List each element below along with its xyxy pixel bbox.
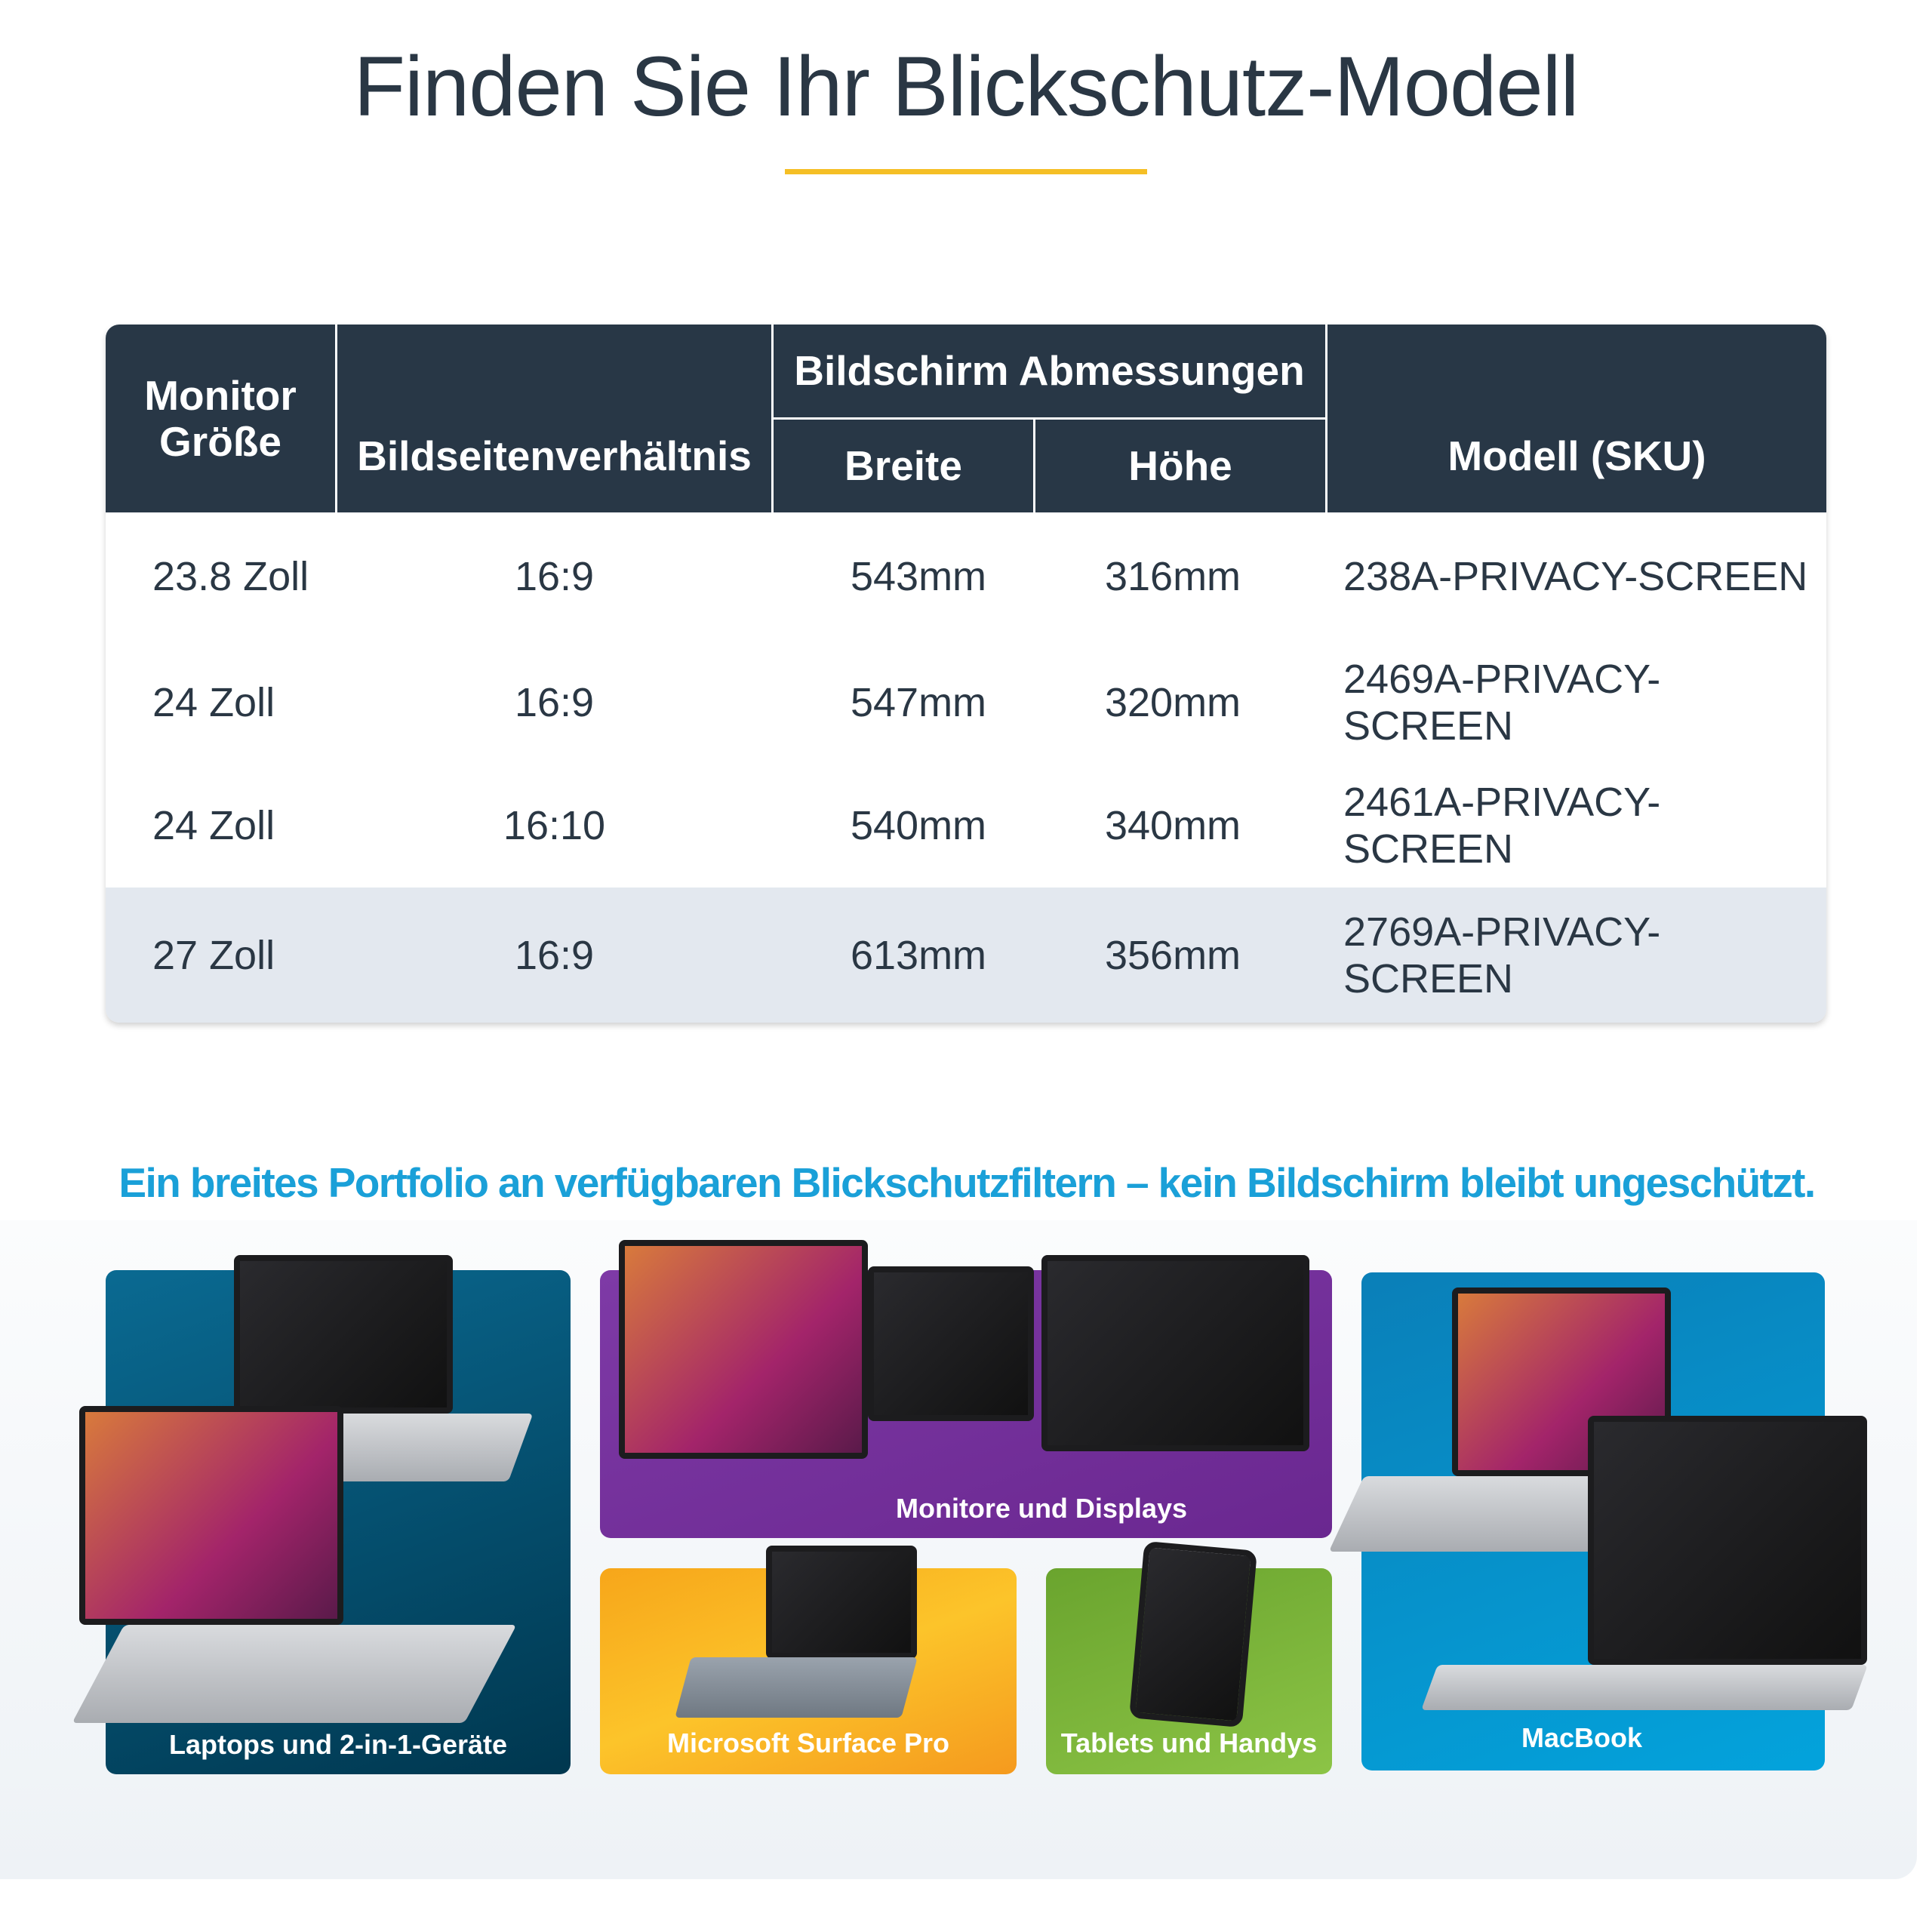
page-title: Finden Sie Ihr Blickschutz-Modell: [353, 39, 1580, 134]
laptop-image: [234, 1255, 453, 1414]
header-dimensions: Bildschirm Abmessungen: [774, 325, 1325, 417]
cell-height: 320mm: [1104, 679, 1241, 725]
laptop-base-2: [72, 1625, 517, 1723]
laptop-image-2: [79, 1406, 343, 1625]
category-laptops[interactable]: Laptops und 2-in-1-Geräte: [72, 1255, 571, 1774]
cell-aspect: 16:9: [514, 932, 595, 978]
surface-image: [766, 1546, 917, 1659]
cell-width: 613mm: [850, 932, 987, 978]
category-label: Tablets und Handys: [1060, 1727, 1318, 1758]
header-size: Monitor Größe: [106, 325, 335, 512]
cell-width: 547mm: [850, 679, 987, 725]
cell-height: 316mm: [1104, 554, 1241, 599]
category-monitors[interactable]: Monitore und Displays: [600, 1240, 1332, 1538]
portfolio-subtitle: Ein breites Portfolio an verfügbaren Bli…: [118, 1159, 1816, 1206]
cell-size: 24 Zoll: [152, 803, 275, 848]
header-width: Breite: [774, 420, 1033, 512]
tablet-image: [1129, 1540, 1257, 1728]
cell-size: 23.8 Zoll: [152, 554, 309, 599]
cell-sku: 2461A-PRIVACY-SCREEN: [1343, 780, 1661, 872]
cell-width: 540mm: [850, 803, 987, 848]
cell-size: 24 Zoll: [152, 679, 275, 725]
cell-size: 27 Zoll: [152, 932, 275, 978]
model-table: Monitor Größe Bildseitenverhältnis Bilds…: [106, 325, 1826, 1023]
monitor-image-3: [1041, 1255, 1309, 1451]
category-tablets[interactable]: Tablets und Handys: [1046, 1540, 1332, 1774]
category-label: MacBook: [1521, 1722, 1643, 1753]
highlight-row-bg: [106, 888, 1826, 1023]
monitor-image-2: [868, 1266, 1034, 1421]
category-label: Microsoft Surface Pro: [666, 1727, 950, 1758]
monitor-image: [619, 1240, 868, 1459]
category-label: Laptops und 2-in-1-Geräte: [168, 1729, 508, 1760]
surface-base: [675, 1657, 918, 1718]
title-underline: [785, 169, 1147, 174]
cell-sku: 2469A-PRIVACY-SCREEN: [1343, 656, 1661, 749]
header-sku: Modell (SKU): [1327, 325, 1826, 512]
cell-sku: 2769A-PRIVACY-SCREEN: [1343, 909, 1661, 1001]
macbook-base-2: [1421, 1665, 1868, 1710]
header-aspect: Bildseitenverhältnis: [337, 325, 771, 512]
cell-sku: 238A-PRIVACY-SCREEN: [1343, 554, 1808, 599]
cell-aspect: 16:9: [514, 554, 595, 599]
macbook-image-2: [1588, 1416, 1867, 1665]
category-surface[interactable]: Microsoft Surface Pro: [600, 1546, 1017, 1774]
cell-height: 340mm: [1104, 803, 1241, 848]
cell-aspect: 16:9: [514, 679, 595, 725]
header-height: Höhe: [1035, 420, 1325, 512]
cell-height: 356mm: [1104, 932, 1241, 978]
category-macbook[interactable]: MacBook: [1328, 1272, 1868, 1770]
category-label: Monitore und Displays: [895, 1493, 1188, 1524]
cell-width: 543mm: [850, 554, 987, 599]
cell-aspect: 16:10: [503, 803, 606, 848]
